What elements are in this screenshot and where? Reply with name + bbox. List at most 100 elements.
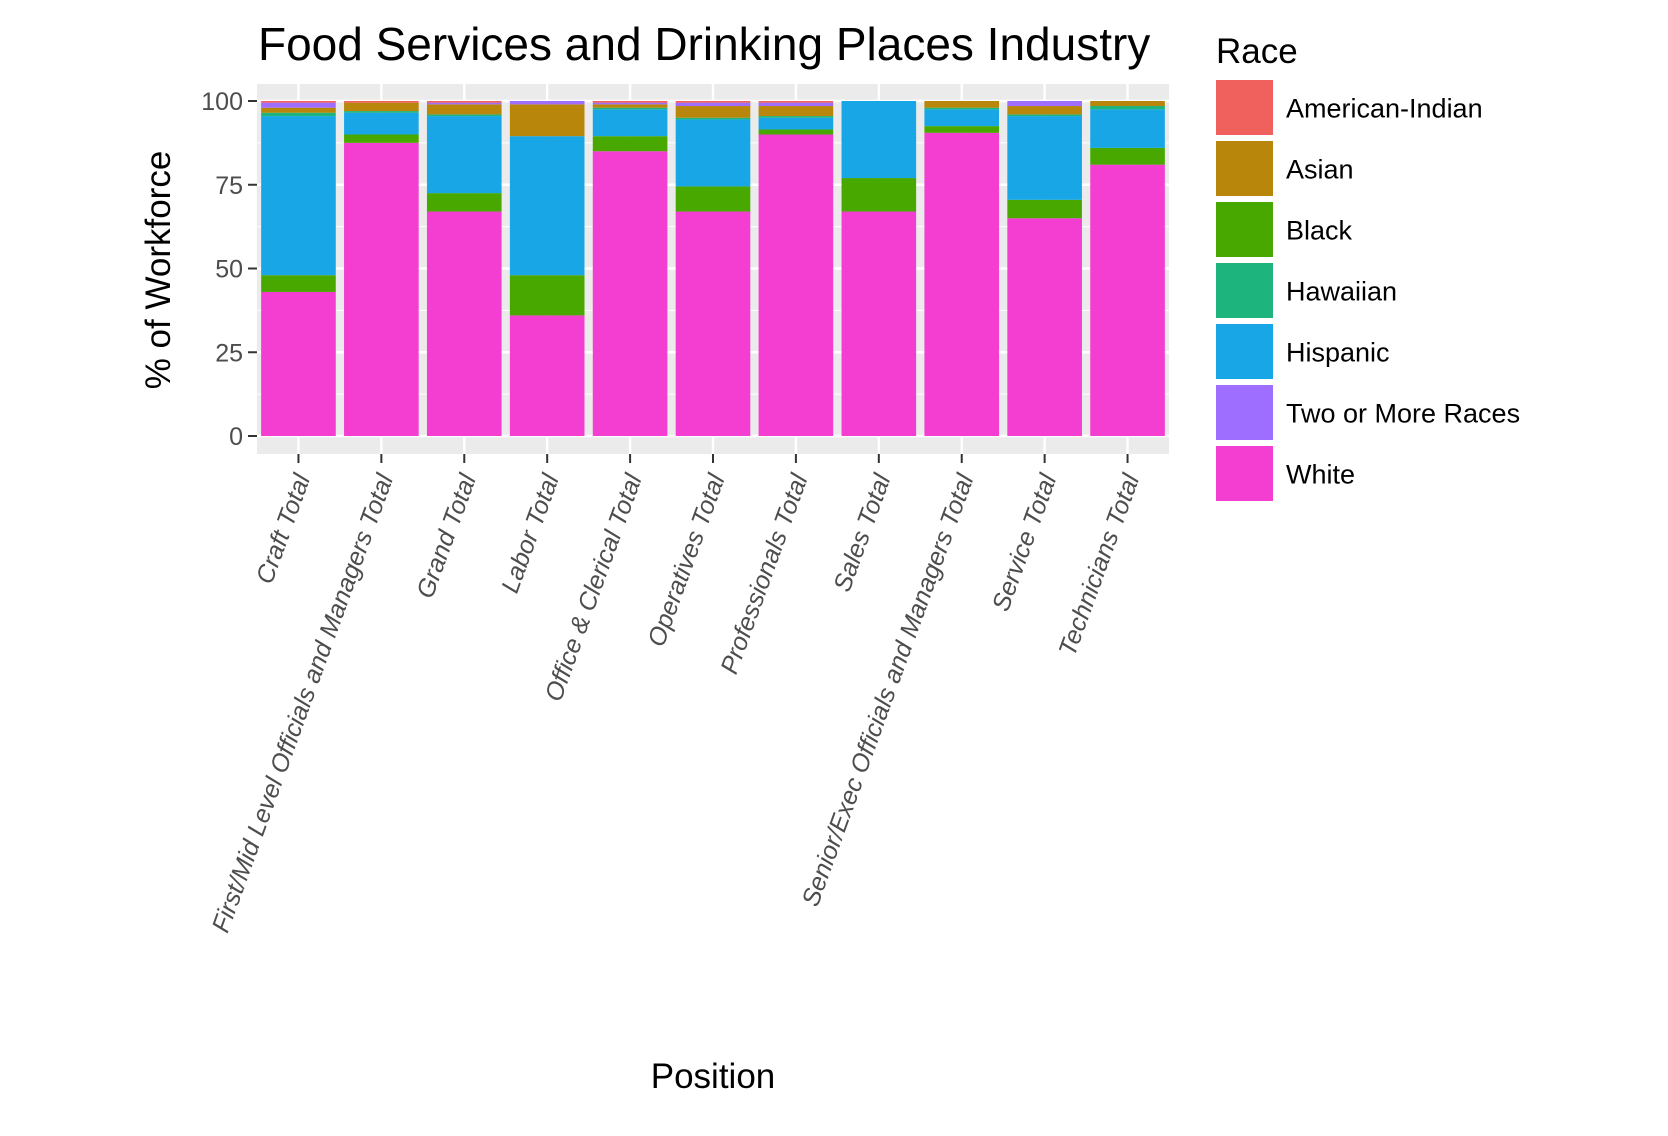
y-axis-ticks: 0 25 50 75 100 xyxy=(201,88,257,451)
legend-key-asian xyxy=(1216,141,1273,196)
x-tick-label: Professionals Total xyxy=(715,469,814,678)
bar-segment-white xyxy=(426,211,502,436)
bar-segment-two-or-more-races xyxy=(509,101,585,105)
bar-segment-black xyxy=(675,186,751,212)
bar-segment-two-or-more-races xyxy=(261,102,336,108)
bar-segment-hawaiian xyxy=(1090,106,1165,110)
legend-key-white xyxy=(1216,446,1273,501)
y-tick-label: 50 xyxy=(215,256,243,284)
bar-segment-hispanic xyxy=(675,119,751,187)
bar-segment-black xyxy=(509,275,585,316)
bar-segment-black xyxy=(758,129,834,135)
bar-segment-american-indian xyxy=(426,101,502,103)
bar-segment-hawaiian xyxy=(924,107,1000,110)
bar-segment-hispanic xyxy=(924,109,1000,127)
legend-label: Black xyxy=(1286,216,1353,246)
bar-segment-asian xyxy=(924,101,1000,108)
bar-segment-black xyxy=(841,178,917,212)
x-tick-label: Operatives Total xyxy=(642,469,731,650)
x-tick-label: Senior/Exec Officials and Managers Total xyxy=(797,469,980,910)
chart-title: Food Services and Drinking Places Indust… xyxy=(258,18,1150,70)
bar-segment-asian xyxy=(344,102,419,112)
bar-segment-white xyxy=(509,315,585,436)
x-tick-label: Technicians Total xyxy=(1053,469,1145,660)
legend-label: American-Indian xyxy=(1286,94,1483,124)
bar-segment-hispanic xyxy=(509,136,585,276)
legend-title: Race xyxy=(1216,32,1298,71)
bar-segment-hawaiian xyxy=(758,116,834,118)
bar-segment-asian xyxy=(509,104,585,137)
bar-segment-american-indian xyxy=(261,101,336,103)
bar-segment-asian xyxy=(426,104,502,115)
bar-segment-black xyxy=(924,126,1000,133)
bar-segment-asian xyxy=(261,107,336,113)
legend-key-black xyxy=(1216,202,1273,257)
legend-label: Two or More Races xyxy=(1286,399,1520,429)
bar-segment-hawaiian xyxy=(426,114,502,117)
x-tick-label: Craft Total xyxy=(251,469,317,587)
bar-segment-hispanic xyxy=(592,109,668,137)
bar-segment-white xyxy=(592,151,668,436)
bar-segment-hispanic xyxy=(344,112,419,135)
bar-segment-white xyxy=(758,134,834,436)
bar-segment-asian xyxy=(675,106,751,118)
bar-segment-black xyxy=(344,134,419,143)
bar-segment-white xyxy=(344,142,419,436)
y-tick-label: 100 xyxy=(201,88,243,116)
bar-segment-american-indian xyxy=(758,101,834,103)
bar-segment-two-or-more-races xyxy=(592,102,668,105)
bar-segment-black xyxy=(1007,199,1082,219)
legend: Race American-Indian Asian Black Hawaiian Hi… xyxy=(1216,32,1520,501)
bar-segment-hispanic xyxy=(841,101,917,179)
legend-key-hawaiian xyxy=(1216,263,1273,318)
bar-segment-two-or-more-races xyxy=(426,102,502,105)
bar-segment-white xyxy=(261,291,336,436)
legend-label: White xyxy=(1286,460,1355,490)
bar-segment-american-indian xyxy=(675,101,751,103)
y-tick-label: 0 xyxy=(229,423,243,451)
bar-segment-hawaiian xyxy=(592,107,668,110)
legend-label: Asian xyxy=(1286,155,1354,185)
bar-segment-white xyxy=(841,211,917,436)
bar-segment-two-or-more-races xyxy=(758,102,834,107)
legend-key-hispanic xyxy=(1216,324,1273,379)
x-axis-title: Position xyxy=(651,1057,776,1096)
x-tick-label: Grand Total xyxy=(411,469,482,602)
bar-segment-hawaiian xyxy=(1007,114,1082,117)
bar-segment-two-or-more-races xyxy=(675,102,751,107)
bar-segment-black xyxy=(1090,147,1165,165)
x-tick-label: Service Total xyxy=(987,469,1063,615)
bars xyxy=(261,101,1165,436)
bar-segment-asian xyxy=(758,106,834,117)
bar-segment-white xyxy=(1090,164,1165,436)
bar-segment-black xyxy=(592,136,668,152)
legend-label: Hispanic xyxy=(1286,338,1390,368)
x-tick-label: First/Mid Level Officials and Managers T… xyxy=(207,469,400,936)
bar-segment-white xyxy=(924,132,1000,436)
legend-label: Hawaiian xyxy=(1286,277,1397,307)
bar-segment-black xyxy=(261,275,336,292)
x-tick-label: Sales Total xyxy=(828,469,897,595)
legend-key-two-or-more-races xyxy=(1216,385,1273,440)
y-tick-label: 25 xyxy=(215,339,243,367)
y-axis-title: % of Workforce xyxy=(139,151,178,390)
bar-segment-white xyxy=(675,211,751,436)
x-tick-label: Labor Total xyxy=(496,469,565,597)
bar-segment-american-indian xyxy=(344,101,419,103)
bar-segment-hispanic xyxy=(1090,109,1165,148)
bar-segment-hawaiian xyxy=(344,111,419,113)
bar-segment-asian xyxy=(1007,106,1082,115)
bar-segment-white xyxy=(1007,218,1082,436)
bar-segment-hispanic xyxy=(758,117,834,130)
bar-segment-asian xyxy=(1090,101,1165,107)
bar-segment-two-or-more-races xyxy=(1007,101,1082,107)
bar-segment-asian xyxy=(592,104,668,108)
bar-segment-hawaiian xyxy=(261,112,336,117)
bar-segment-black xyxy=(426,193,502,212)
bar-segment-hawaiian xyxy=(675,117,751,120)
y-tick-label: 75 xyxy=(215,172,243,200)
bar-segment-american-indian xyxy=(592,101,668,103)
bar-segment-hispanic xyxy=(426,116,502,194)
